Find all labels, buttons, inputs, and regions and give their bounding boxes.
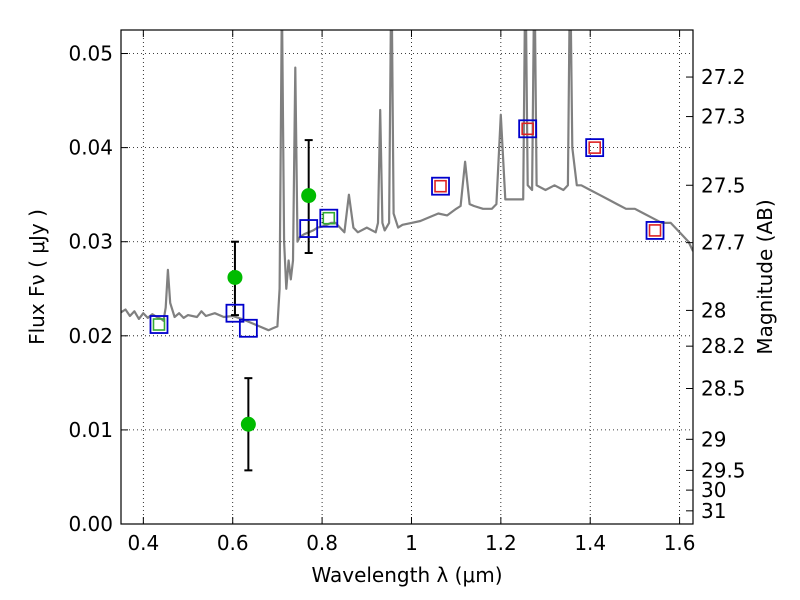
green-point-marker [240, 416, 256, 432]
right-tick-label: 28.2 [701, 334, 746, 358]
blue-square-marker [319, 208, 339, 228]
blue-square-marker [431, 176, 450, 196]
blue-square-marker [149, 315, 169, 334]
right-tick-label: 30 [701, 478, 726, 502]
red-square-marker [434, 179, 447, 193]
x-tick-label: 1 [405, 531, 418, 555]
red-square-marker [648, 224, 662, 237]
red-square-marker [588, 141, 601, 154]
x-axis-label: Wavelength λ (μm) [311, 563, 502, 587]
y-tick-label: 0.04 [68, 136, 113, 160]
grid [121, 30, 693, 524]
right-tick-label: 29.5 [701, 458, 746, 482]
blue-square-marker [299, 219, 319, 238]
right-tick-label: 28.5 [701, 377, 746, 401]
blue-square-marker [645, 221, 665, 240]
right-tick-label: 29 [701, 427, 726, 451]
y-tick-label: 0.05 [68, 42, 113, 66]
x-tick-label: 0.8 [306, 531, 338, 555]
y-axis-label-right: Magnitude (AB) [753, 199, 777, 354]
y-tick-label: 0.00 [68, 512, 113, 536]
y-tick-label: 0.03 [68, 230, 113, 254]
right-tick-label: 28 [701, 298, 726, 322]
right-tick-label: 27.2 [701, 65, 746, 89]
plot-frame [120, 29, 694, 525]
y-tick-label: 0.02 [68, 324, 113, 348]
tick-labels: 0.4 0.6 0.8 1 1.2 1.4 1.6 0.00 0.01 0.02 0.03 0.04 0… [68, 42, 745, 555]
right-tick-label: 27.5 [701, 173, 746, 197]
blue-square-marker [585, 138, 605, 158]
x-tick-label: 0.6 [217, 531, 249, 555]
blue-square-marker [225, 303, 245, 323]
green-point-marker [227, 269, 243, 285]
y-axis-label: Flux Fν ( μJy ) [25, 209, 49, 345]
green-point-marker [301, 188, 317, 204]
green-square-marker [152, 318, 166, 331]
blue-square-marker [518, 119, 538, 139]
x-tick-label: 1.4 [574, 531, 606, 555]
right-tick-label: 31 [701, 499, 726, 523]
ticks [121, 30, 693, 525]
blue-square-marker [238, 318, 258, 338]
x-tick-label: 0.4 [127, 531, 159, 555]
plot-area [121, 30, 693, 332]
red-square-marker [521, 122, 534, 136]
x-tick-label: 1.6 [664, 531, 696, 555]
sed-line [121, 30, 693, 332]
x-tick-label: 1.2 [485, 531, 517, 555]
markers [149, 119, 665, 432]
y-tick-label: 0.01 [68, 418, 113, 442]
right-tick-label: 27.7 [701, 231, 746, 255]
green-square-marker [322, 211, 336, 225]
right-tick-label: 27.3 [701, 105, 746, 129]
